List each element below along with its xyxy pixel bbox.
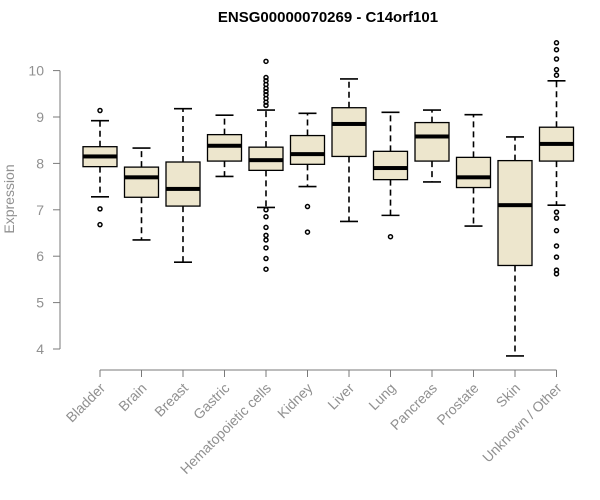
median-line — [83, 154, 117, 159]
outlier-point — [263, 74, 269, 81]
y-tick-label: 4 — [36, 341, 44, 357]
outlier-point — [553, 56, 560, 62]
outlier-point — [263, 214, 269, 220]
x-tick-label: Breast — [151, 380, 191, 420]
median-line — [290, 152, 325, 157]
outlier-point — [263, 224, 269, 231]
outlier-point — [553, 40, 560, 46]
median-line — [498, 203, 532, 208]
iqr-box — [372, 150, 409, 181]
median-line — [124, 175, 159, 180]
median-line — [249, 158, 283, 163]
outlier-point — [304, 203, 311, 210]
x-tick-label: Prostate — [433, 380, 481, 428]
outlier-point — [263, 99, 269, 105]
outlier-point — [553, 66, 560, 73]
y-tick-label: 9 — [36, 109, 44, 125]
y-tick-label: 5 — [36, 295, 44, 311]
box-group — [372, 111, 409, 240]
outlier-point — [263, 88, 269, 95]
outlier-point — [263, 58, 269, 65]
box-group — [248, 58, 284, 272]
outlier-point — [263, 85, 269, 91]
box-group — [331, 78, 367, 223]
iqr-box — [414, 121, 450, 162]
median-line — [373, 166, 408, 171]
outlier-point — [97, 221, 103, 228]
box-group — [414, 109, 450, 183]
box-group — [165, 107, 201, 264]
outlier-point — [263, 255, 269, 262]
x-tick-label: Unknown / Other — [479, 380, 565, 466]
outlier-point — [553, 46, 560, 53]
y-axis: 4 5 6 7 8 9 10 — [28, 63, 61, 357]
box-plot-series — [82, 40, 575, 357]
x-tick-label: Brain — [115, 380, 149, 414]
x-tick-label: Bladder — [63, 380, 109, 426]
outlier-point — [553, 209, 560, 215]
y-tick-label: 6 — [36, 248, 44, 264]
median-line — [166, 186, 200, 191]
median-line — [539, 141, 574, 146]
y-tick-label: 7 — [36, 202, 44, 218]
iqr-box — [331, 107, 367, 158]
outlier-point — [553, 215, 560, 221]
median-line — [456, 175, 491, 180]
x-tick-label: Lung — [365, 380, 398, 413]
box-group — [123, 147, 160, 241]
iqr-box — [497, 159, 533, 267]
outlier-point — [97, 107, 103, 114]
outlier-point — [304, 229, 311, 235]
box-group — [455, 113, 492, 227]
iqr-box — [123, 166, 160, 198]
y-tick-label: 10 — [28, 63, 44, 79]
outlier-point — [97, 206, 103, 212]
box-group — [289, 112, 326, 235]
x-tick-label: Liver — [324, 380, 357, 413]
outlier-point — [553, 243, 560, 249]
chart-title: ENSG00000070269 - C14orf101 — [218, 9, 438, 26]
y-tick-label: 8 — [36, 155, 44, 171]
outlier-point — [263, 207, 269, 213]
iqr-box — [455, 156, 492, 189]
box-group — [497, 136, 533, 357]
outlier-point — [263, 237, 269, 243]
iqr-box — [206, 133, 243, 162]
outlier-point — [387, 233, 394, 240]
median-line — [332, 121, 366, 126]
outlier-point — [263, 102, 269, 109]
iqr-box — [165, 161, 201, 207]
median-line — [207, 143, 242, 148]
box-group — [538, 40, 575, 277]
outlier-point — [263, 232, 269, 239]
outlier-point — [263, 245, 269, 251]
outlier-point — [263, 266, 269, 272]
outlier-point — [553, 271, 560, 277]
outlier-point — [553, 254, 560, 260]
box-group — [82, 107, 118, 228]
outlier-point — [553, 72, 560, 78]
x-tick-label: Skin — [493, 380, 524, 411]
x-tick-label: Kidney — [274, 380, 316, 422]
iqr-box — [289, 134, 326, 165]
median-line — [415, 134, 449, 139]
y-axis-label: Expression — [1, 164, 17, 233]
box-group — [206, 114, 243, 178]
outlier-point — [553, 227, 560, 234]
